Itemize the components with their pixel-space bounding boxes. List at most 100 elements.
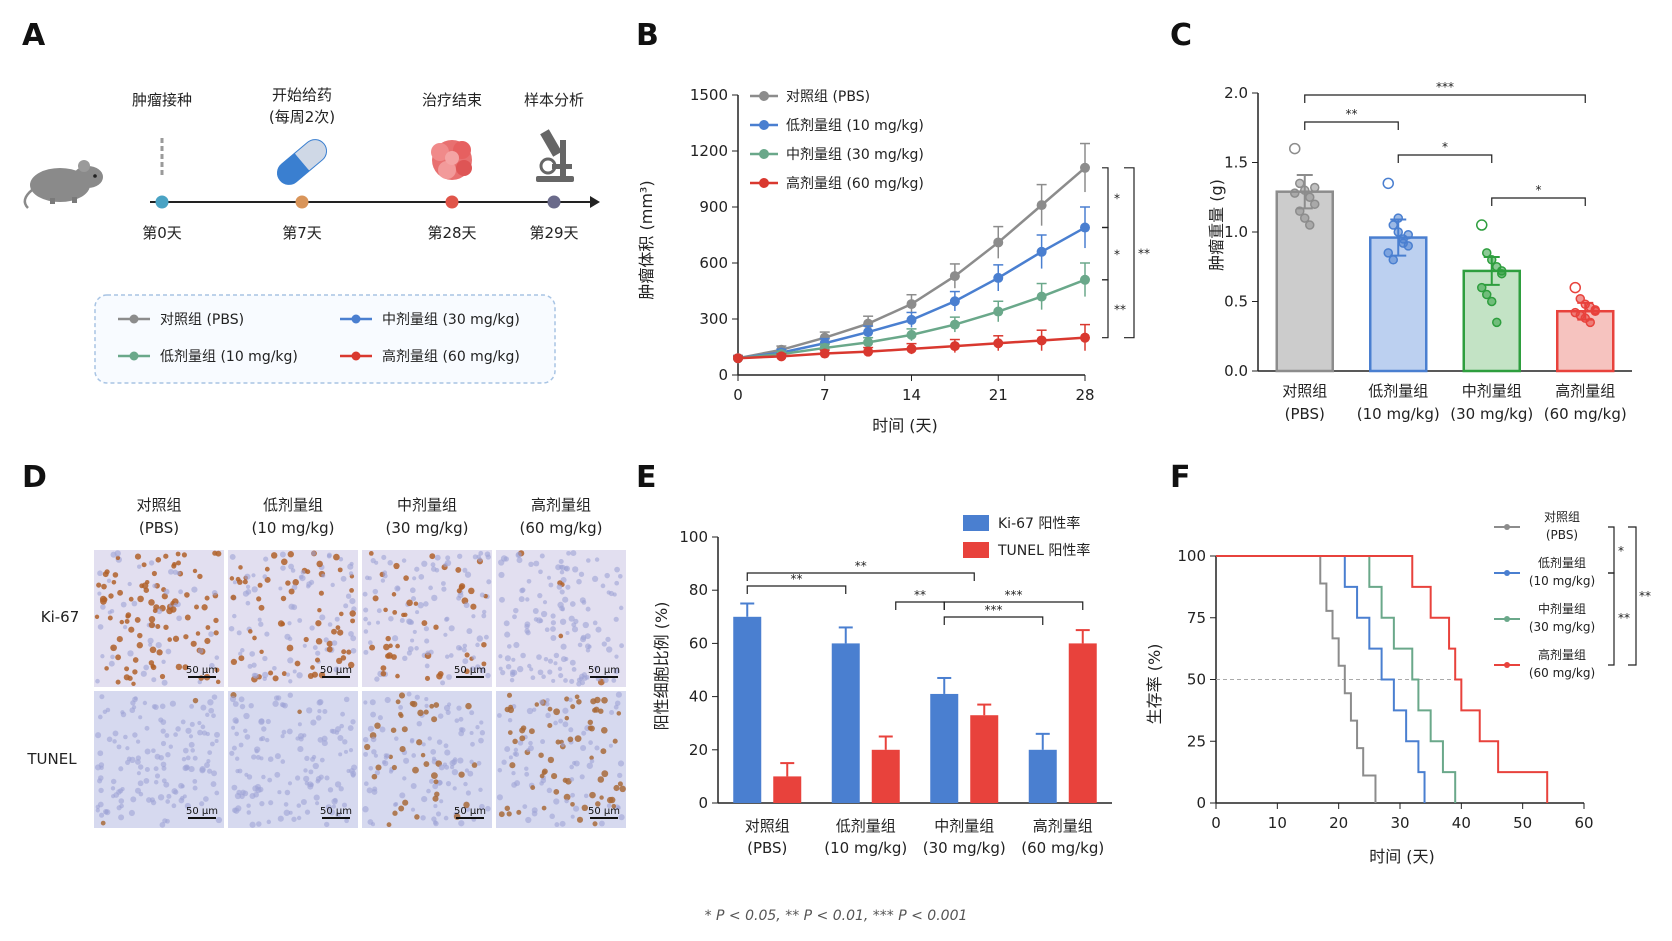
nucleus [197, 648, 204, 654]
nucleus [349, 598, 356, 605]
nucleus [457, 592, 464, 599]
data-point [1036, 335, 1047, 346]
nucleus [374, 676, 380, 682]
svg-text:中剂量组 (30 mg/kg): 中剂量组 (30 mg/kg) [382, 312, 520, 328]
stained-nucleus [159, 673, 166, 680]
stained-nucleus [104, 666, 109, 671]
stained-nucleus [337, 629, 344, 636]
significance-bracket [746, 585, 847, 594]
nucleus [463, 781, 468, 787]
nucleus [144, 725, 150, 731]
stained-nucleus [111, 579, 117, 585]
nucleus [321, 573, 326, 578]
nucleus [343, 749, 349, 754]
nucleus [97, 714, 103, 720]
x-tick-label: (10 mg/kg) [824, 839, 907, 857]
event-day: 第0天 [142, 224, 182, 242]
nucleus [362, 806, 369, 813]
nucleus [127, 650, 134, 657]
data-point [1585, 317, 1595, 328]
y-tick-label: 900 [699, 198, 728, 216]
stained-nucleus [286, 644, 294, 652]
nucleus [134, 787, 142, 794]
nucleus [310, 756, 316, 762]
stained-nucleus [259, 649, 264, 655]
nucleus [363, 629, 369, 634]
nucleus [329, 728, 335, 734]
legend-label: 中剂量组 (30 mg/kg) [786, 147, 924, 163]
stained-nucleus [386, 822, 392, 828]
nucleus [232, 613, 237, 619]
nucleus [348, 571, 354, 576]
nucleus [458, 820, 465, 827]
legend-item-3: 高剂量组 (60 mg/kg) [340, 348, 520, 365]
nucleus [472, 554, 478, 560]
nucleus [97, 570, 103, 577]
nucleus [429, 778, 434, 784]
nucleus [448, 653, 454, 658]
svg-text:低剂量组 (10 mg/kg): 低剂量组 (10 mg/kg) [160, 349, 298, 365]
nucleus [99, 694, 105, 700]
nucleus [122, 624, 128, 630]
stained-nucleus [155, 624, 161, 629]
nucleus [331, 798, 338, 805]
stained-nucleus [599, 795, 604, 800]
stained-nucleus [416, 739, 423, 746]
nucleus [155, 642, 162, 649]
nucleus [246, 774, 253, 780]
nucleus [406, 691, 412, 697]
nucleus [150, 799, 157, 806]
nucleus [287, 692, 293, 698]
nucleus [158, 717, 164, 723]
y-tick-label: 0 [718, 366, 728, 384]
nucleus [394, 802, 399, 807]
stained-nucleus [194, 604, 199, 610]
legend-marker [1504, 570, 1510, 576]
stained-nucleus [401, 726, 408, 733]
data-point [1300, 185, 1310, 196]
nucleus [156, 608, 163, 615]
data-point [1487, 255, 1497, 265]
nucleus [95, 678, 100, 684]
nucleus [513, 607, 519, 614]
nucleus [520, 652, 526, 659]
nucleus [161, 778, 167, 784]
stained-nucleus [431, 716, 438, 723]
nucleus [348, 748, 354, 753]
nucleus [581, 730, 587, 736]
y-axis-title: 阳性细胞比例 (%) [652, 602, 671, 731]
stained-nucleus [350, 618, 356, 624]
nucleus [399, 792, 406, 799]
nucleus [428, 585, 433, 591]
data-point [993, 306, 1004, 317]
stained-nucleus [230, 658, 238, 666]
data-point [1080, 162, 1090, 173]
stained-nucleus [141, 562, 147, 568]
nucleus [347, 725, 354, 732]
stained-nucleus [616, 711, 622, 716]
nucleus [497, 767, 503, 773]
nucleus [106, 578, 112, 583]
stained-nucleus [468, 587, 475, 595]
y-tick-label: 1.0 [1224, 223, 1248, 241]
stained-nucleus [576, 699, 582, 705]
nucleus [280, 702, 286, 708]
stained-nucleus [163, 624, 169, 630]
nucleus [147, 637, 154, 644]
stained-nucleus [429, 553, 436, 560]
nucleus [255, 754, 261, 760]
nucleus [178, 589, 184, 595]
row-label-tunel: TUNEL [26, 750, 77, 768]
nucleus [340, 711, 346, 717]
stained-nucleus [392, 810, 398, 816]
stained-nucleus [481, 641, 487, 648]
survival-curve-0 [1216, 555, 1377, 803]
stained-nucleus [100, 820, 106, 826]
nucleus [437, 713, 444, 719]
stained-nucleus [576, 816, 584, 823]
nucleus [262, 676, 267, 682]
stained-nucleus [213, 630, 219, 636]
nucleus [108, 660, 115, 667]
nucleus [238, 651, 243, 656]
nucleus [539, 699, 545, 705]
